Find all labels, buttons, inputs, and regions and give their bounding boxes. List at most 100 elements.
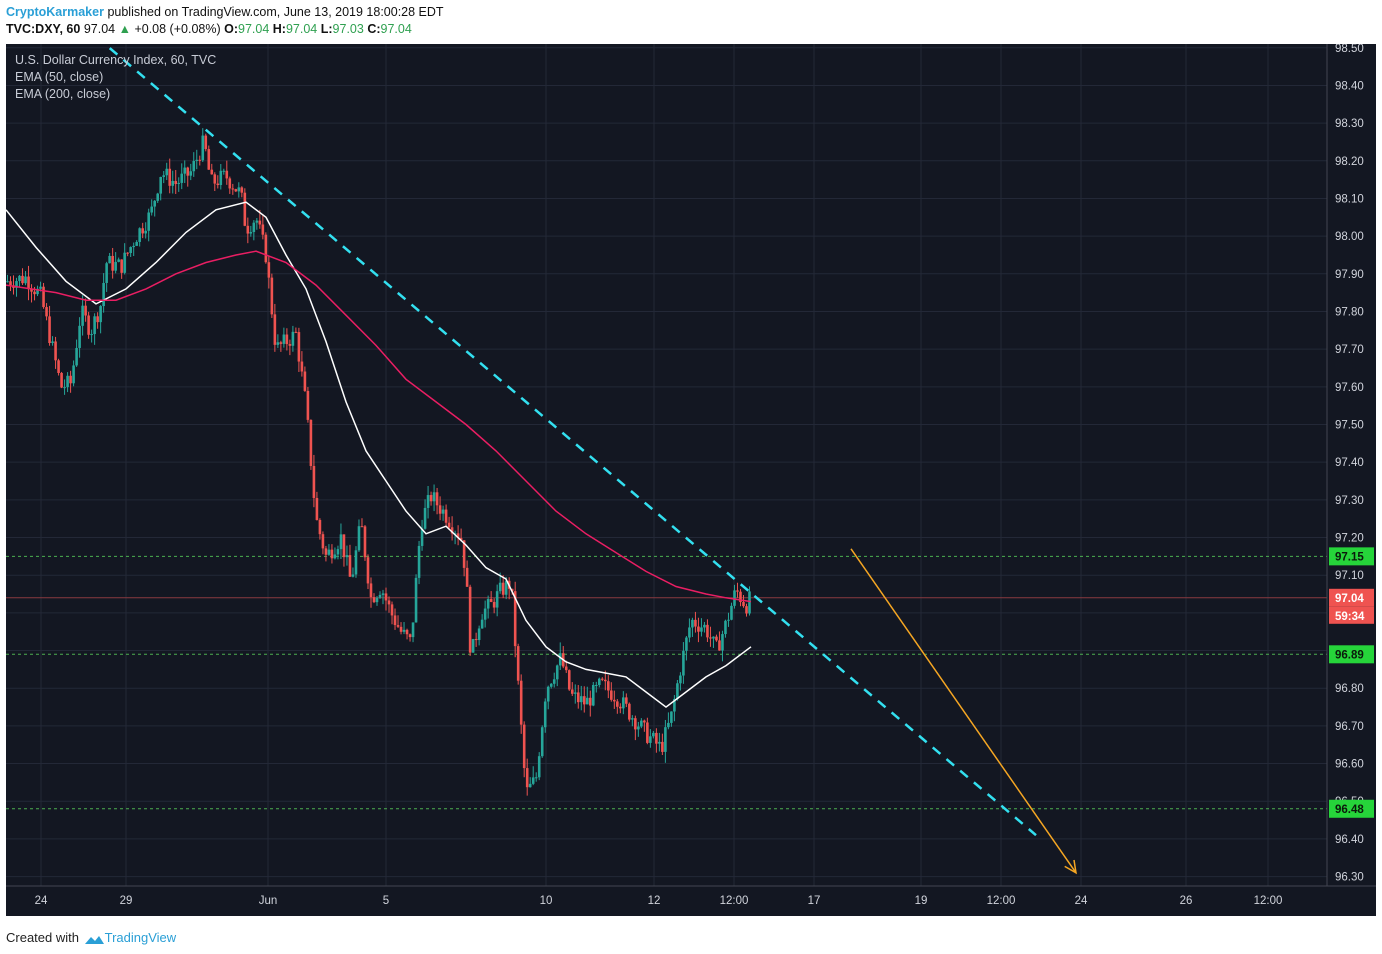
candle-body	[519, 680, 523, 725]
candle-body	[351, 574, 355, 577]
legend-ema50[interactable]: EMA (50, close)	[15, 70, 103, 84]
price-tick-label: 97.20	[1335, 533, 1364, 545]
candle-body	[318, 519, 322, 535]
created-with-label: Created with	[6, 930, 79, 945]
level-tag-label: 97.15	[1335, 551, 1364, 563]
candle-body	[375, 597, 379, 603]
candle-body	[426, 495, 430, 508]
price-tick-label: 97.30	[1335, 495, 1364, 507]
candle-body	[709, 637, 712, 639]
candle-body	[549, 683, 553, 687]
chart-header: CryptoKarmaker published on TradingView.…	[6, 4, 1376, 40]
candle-body	[625, 697, 628, 704]
change-value: +0.08 (+0.08%)	[134, 22, 221, 36]
candle-body	[543, 701, 547, 728]
candle-body	[688, 627, 691, 638]
legend-ema200[interactable]: EMA (200, close)	[15, 87, 110, 101]
candle-body	[342, 534, 346, 558]
legend-title: U.S. Dollar Currency Index, 60, TVC	[15, 53, 216, 67]
candle-body	[48, 316, 51, 344]
candle-body	[597, 678, 601, 685]
change-up-icon: ▲	[118, 22, 131, 36]
price-axis[interactable]: 98.50 98.40 98.30 98.20 98.10 98.00 97.90 97.80…	[1326, 44, 1376, 916]
time-tick-label: 12	[648, 895, 661, 907]
candle-body	[378, 594, 382, 598]
candle-body	[201, 135, 205, 161]
candle-body	[15, 281, 18, 288]
ema-lines	[6, 201, 752, 709]
candle-body	[694, 619, 697, 627]
candle-body	[147, 212, 150, 231]
candle-body	[36, 288, 39, 295]
candle-body	[255, 220, 259, 223]
price-tick-label: 98.50	[1335, 44, 1364, 55]
symbol-label: TVC:DXY, 60	[6, 22, 81, 36]
candle-body	[84, 305, 87, 316]
time-axis[interactable]: 24 29 Jun 5 10 12 12:00 17 19 12:00 24 26 12:00	[6, 885, 1376, 916]
price-tick-label: 97.50	[1335, 420, 1364, 432]
candle-body	[435, 492, 439, 506]
price-chart[interactable]: 98.50 98.40 98.30 98.20 98.10 98.00 97.90 97.80…	[6, 44, 1376, 916]
candle-body	[357, 526, 361, 551]
candle-body	[715, 636, 718, 641]
candle-body	[447, 522, 451, 528]
candle-body	[300, 361, 304, 372]
candle-body	[477, 628, 481, 641]
candle-body	[285, 334, 289, 345]
candle-body	[237, 187, 241, 192]
candle-body	[327, 549, 331, 555]
candle-body	[291, 331, 295, 346]
candle-body	[309, 419, 313, 466]
candle-body	[138, 228, 141, 242]
candle-body	[348, 555, 352, 577]
candle-body	[450, 527, 454, 534]
candle-body	[495, 591, 499, 608]
candle-body	[39, 286, 42, 289]
candle-body	[54, 341, 57, 361]
candle-body	[655, 732, 658, 744]
candle-body	[69, 375, 72, 384]
last-price: 97.04	[83, 22, 116, 36]
candle-body	[264, 234, 268, 263]
candle-body	[748, 591, 751, 614]
candle-body	[685, 637, 688, 651]
price-tick-label: 98.00	[1335, 231, 1364, 243]
candle-body	[93, 316, 96, 335]
candle-body	[465, 567, 469, 587]
candle-body	[108, 255, 111, 264]
publish-line: CryptoKarmaker published on TradingView.…	[6, 4, 1376, 21]
close-value: 97.04	[380, 22, 412, 36]
time-tick-label: 17	[808, 895, 821, 907]
tradingview-link[interactable]: TradingView	[104, 930, 177, 945]
candle-body	[240, 187, 244, 193]
candle-body	[57, 360, 60, 373]
horizontal-levels	[6, 555, 1327, 810]
price-tick-label: 96.80	[1335, 683, 1364, 695]
price-tick-label: 96.60	[1335, 759, 1364, 771]
candle-body	[498, 582, 502, 592]
candle-body	[171, 180, 175, 186]
candle-body	[270, 277, 274, 315]
candle-body	[75, 347, 78, 366]
time-tick-label: 19	[915, 895, 928, 907]
author-link[interactable]: CryptoKarmaker	[6, 5, 104, 19]
candle-body	[616, 701, 619, 707]
candle-body	[165, 168, 169, 176]
candle-body	[604, 679, 607, 682]
time-tick-label: Jun	[259, 895, 278, 907]
candle-body	[363, 526, 367, 558]
candle-body	[607, 681, 610, 691]
low-value: 97.03	[332, 22, 364, 36]
price-axis-background	[1327, 44, 1376, 916]
publish-info: published on TradingView.com, June 13, 2…	[103, 5, 444, 19]
chart-frame[interactable]: 98.50 98.40 98.30 98.20 98.10 98.00 97.90 97.80…	[6, 44, 1376, 916]
price-tick-label: 98.40	[1335, 80, 1364, 92]
candle-body	[652, 732, 655, 737]
candle-body	[552, 679, 556, 684]
candle-body	[162, 175, 166, 177]
time-tick-label: 29	[120, 895, 133, 907]
time-tick-label: 12:00	[1254, 895, 1283, 907]
candle-body	[679, 675, 682, 684]
candle-body	[126, 252, 129, 254]
candle-body	[546, 686, 550, 702]
